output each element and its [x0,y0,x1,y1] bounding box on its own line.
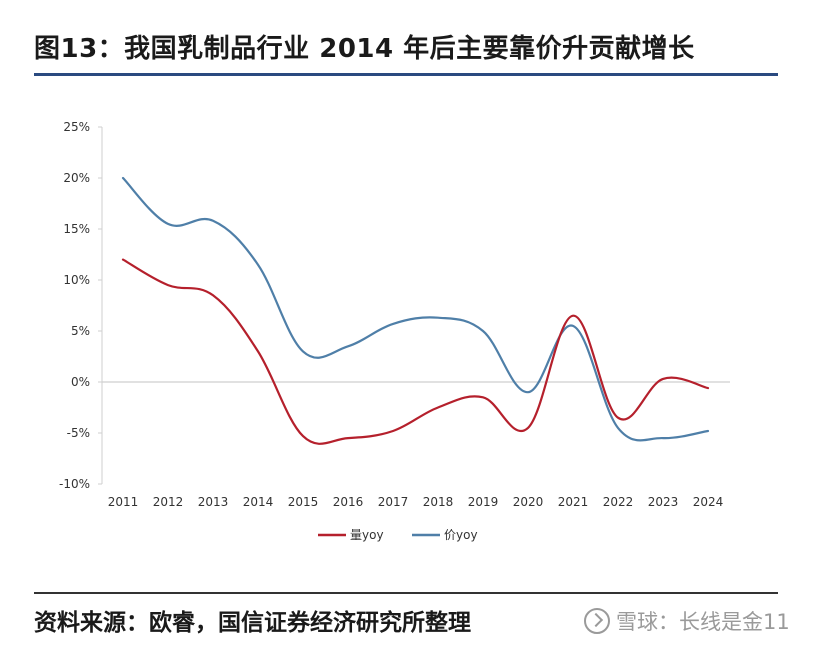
source-rule [34,592,778,594]
x-axis: 2011 2012 2013 2014 2015 2016 2017 2018 2019 2020… [108,495,724,509]
legend-label-price: 价yoy [444,528,478,542]
y-tick-label: -5% [67,426,90,440]
legend: 量yoy 价yoy [318,528,478,542]
x-tick-label: 2024 [693,495,724,509]
y-tick-label: 15% [63,222,90,236]
x-tick-label: 2012 [153,495,184,509]
x-tick-label: 2011 [108,495,139,509]
line-chart: -10% -5% 0% 5% 10% 15% 20% 25% 2011 2012 2013 2014… [59,120,730,542]
chart-title: 图13：我国乳制品行业 2014 年后主要靠价升贡献增长 [34,34,695,64]
y-axis: -10% -5% 0% 5% 10% 15% 20% 25% [59,120,103,491]
source-note: 资料来源：欧睿，国信证券经济研究所整理 [34,610,471,636]
legend-label-volume: 量yoy [350,528,384,542]
x-tick-label: 2013 [198,495,229,509]
watermark: 雪球：长线是金11 [584,606,790,636]
x-tick-label: 2015 [288,495,319,509]
x-tick-label: 2016 [333,495,364,509]
x-tick-label: 2023 [648,495,679,509]
series-line-price [121,176,710,442]
y-tick-label: 0% [71,375,90,389]
y-tick-label: 20% [63,171,90,185]
y-tick-label: 25% [63,120,90,134]
watermark-text: 雪球：长线是金11 [616,610,790,634]
y-tick-label: -10% [59,477,90,491]
watermark-logo-icon [584,608,610,634]
y-tick-label: 10% [63,273,90,287]
x-tick-label: 2014 [243,495,274,509]
series-line-volume [121,258,710,445]
series-lines [121,176,710,445]
x-tick-label: 2017 [378,495,409,509]
x-tick-label: 2018 [423,495,454,509]
x-tick-label: 2019 [468,495,499,509]
x-tick-label: 2020 [513,495,544,509]
x-tick-label: 2021 [558,495,589,509]
x-tick-label: 2022 [603,495,634,509]
y-tick-label: 5% [71,324,90,338]
title-rule [34,73,778,76]
